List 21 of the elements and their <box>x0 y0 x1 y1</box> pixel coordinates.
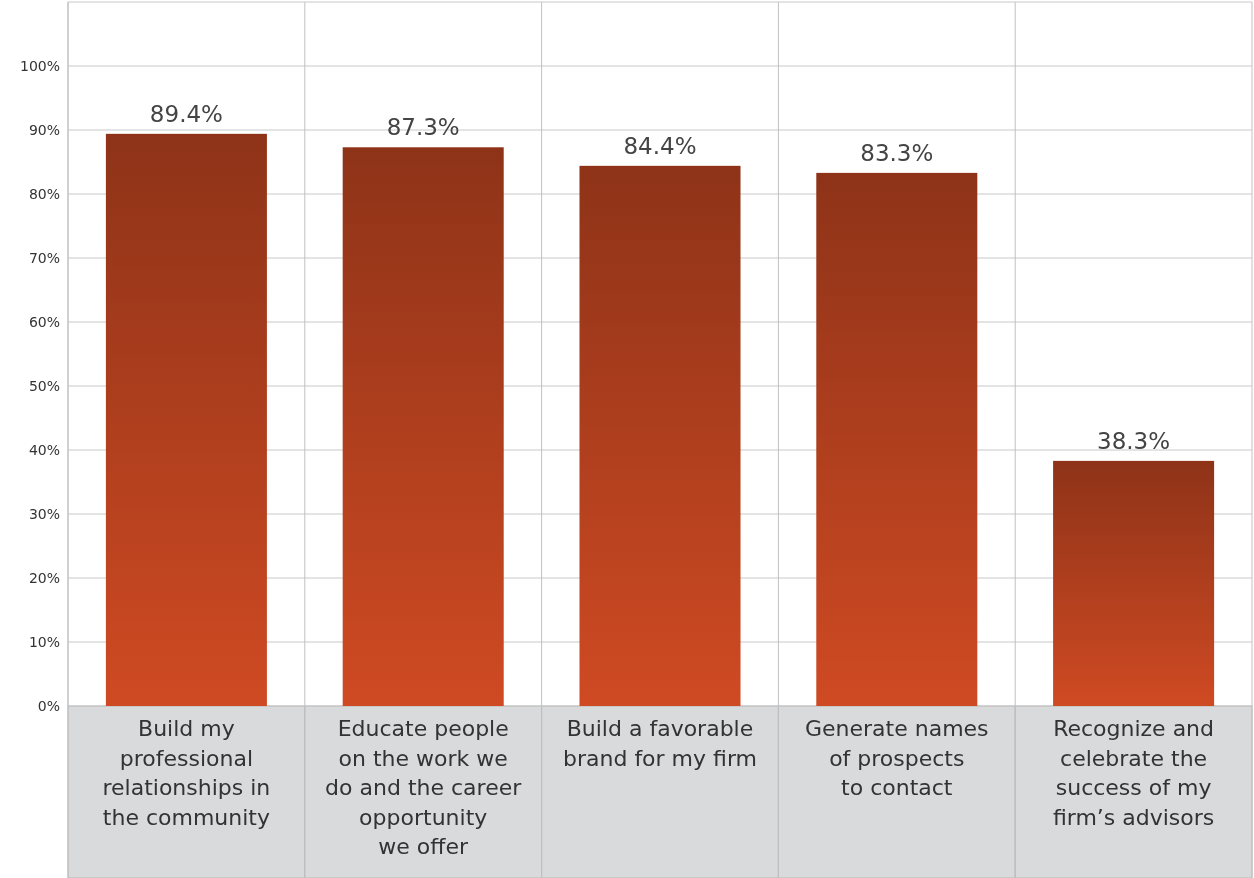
y-tick-label: 70% <box>28 249 60 266</box>
y-tick-label: 80% <box>28 185 60 202</box>
y-tick-label: 10% <box>28 633 60 650</box>
y-tick-label: 30% <box>28 505 60 522</box>
x-tick-label: Generate names of prospects to contact <box>805 716 989 800</box>
data-label: 84.4% <box>623 132 697 159</box>
y-tick-label: 60% <box>28 313 60 330</box>
y-tick-label: 90% <box>28 121 60 138</box>
y-tick-label: 20% <box>28 569 60 586</box>
data-label: 89.4% <box>149 100 223 127</box>
x-tick-label: Build a favorable brand for my firm <box>562 716 758 771</box>
data-label: 83.3% <box>860 139 934 166</box>
x-tick-label: Educate people on the work we do and the career opportunity we offer <box>325 716 523 859</box>
y-tick-label: 0% <box>37 697 60 714</box>
data-label: 87.3% <box>386 114 460 141</box>
y-tick-label: 100% <box>19 57 60 74</box>
data-label: 38.3% <box>1097 427 1171 454</box>
y-tick-label: 50% <box>28 377 60 394</box>
y-tick-label: 40% <box>28 441 60 458</box>
x-tick-label: Build my professional relationships in the community <box>102 716 271 830</box>
x-tick-label: Recognize and celebrate the success of my firm’s advisors <box>1052 716 1215 830</box>
